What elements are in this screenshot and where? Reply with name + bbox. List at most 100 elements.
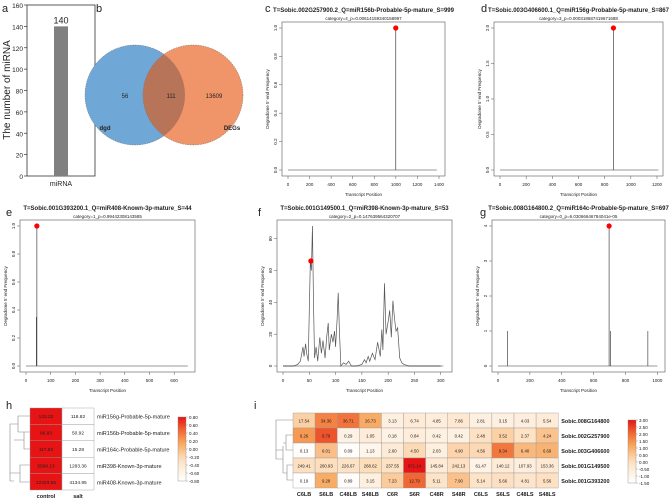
color-scale-label: 0.20: [189, 439, 198, 444]
x-tick-label: 400: [558, 378, 566, 383]
heatmap-cell-value: 50.92: [72, 431, 84, 437]
x-tick-label: 400: [327, 182, 335, 187]
heatmap-cell-value: 118.82: [71, 414, 86, 420]
x-tick-label: 1200: [412, 182, 423, 187]
heatmap-cell-value: 3.13: [388, 419, 397, 424]
y-tick-label: 20: [268, 331, 273, 337]
heatmap-cell-value: 145.84: [430, 464, 444, 469]
y-tick-label: 140: [12, 24, 23, 31]
heatmap-cell-value: 5.14: [477, 479, 486, 484]
color-scale-label: 0.50: [639, 453, 648, 458]
y-tick-label: 0: [19, 174, 23, 181]
panel-label: i: [254, 400, 256, 412]
panel-label: b: [96, 3, 102, 15]
column-label: control: [37, 494, 56, 498]
x-tick-label: 400: [121, 378, 129, 383]
heatmap-cell-value: 12.79: [409, 479, 420, 484]
x-tick-label: 200: [526, 378, 534, 383]
column-label: S6LS: [496, 492, 510, 498]
plot-frame: [493, 21, 664, 177]
y-tick-label: 2: [483, 294, 488, 297]
color-scale-label: 0.40: [189, 431, 198, 436]
venn-count-dgd: 56: [122, 94, 129, 100]
heatmap-cell-value: 4.03: [521, 419, 530, 424]
panel-label: c: [265, 3, 271, 15]
y-tick-label: 1.0: [485, 95, 490, 102]
x-tick-label: 400: [549, 182, 557, 187]
y-tick-label: 0.0: [11, 362, 16, 369]
heatmap-cell-value: 2.81: [477, 419, 486, 424]
heatmap-cell-value: 140.12: [496, 464, 510, 469]
x-tick-label: 500: [146, 378, 154, 383]
y-tick-label: 2.0: [485, 24, 490, 31]
column-label: C6LB: [297, 492, 311, 498]
column-label: S6R: [409, 492, 420, 498]
x-tick-label: 0: [499, 182, 502, 187]
y-tick-label: 100: [12, 67, 23, 74]
y-axis-label: Degradome 5' end Frequency: [475, 266, 480, 326]
x-tick-label: 1000: [626, 182, 637, 187]
x-axis-label: Transcript Position: [560, 388, 598, 393]
heatmap-cell-value: 0.29: [344, 434, 353, 439]
heatmap-cell: [61, 473, 95, 491]
x-tick-label: 800: [601, 182, 609, 187]
panel-e-degradome-plot: T=Sobic.001G393200.1_Q=miR408-Known-3p-m…: [3, 206, 196, 393]
color-scale-label: -0.50: [639, 467, 650, 472]
heatmap-cell-value: 226.67: [342, 464, 356, 469]
heatmap-cell-value: 237.55: [386, 464, 400, 469]
heatmap-cell-value: 7.90: [455, 479, 464, 484]
row-dendrogram: [9, 415, 30, 483]
heatmap-cell-value: 0.84: [410, 434, 419, 439]
color-scale-label: 0.00: [189, 447, 198, 452]
y-tick-label: 1.0: [273, 24, 278, 31]
panel-f-degradome-plot: T=Sobic.001G149500.1_Q=miR398-Known-3p-m…: [260, 206, 453, 393]
y-tick-label: 0: [268, 364, 273, 367]
row-label: Sobic.002G257900: [561, 434, 609, 440]
y-axis-label: Degradome 5' end Frequency: [265, 69, 270, 129]
heatmap-cell-value: 5.11: [433, 479, 442, 484]
y-axis-label: Degradome 5' end Frequency: [477, 69, 482, 129]
heatmap-cell-value: 2.03: [432, 449, 441, 454]
y-tick-label: 60: [16, 110, 24, 117]
panel-h-heatmap: 133.22 118.82 miR156g-Probable-5p-mature 96…: [9, 407, 200, 498]
x-tick-label: 100: [332, 378, 340, 383]
y-tick-label: 0.4: [273, 110, 278, 117]
plot-frame: [281, 21, 446, 177]
frequency-line: [283, 225, 441, 367]
heatmap-cell-value: 242.13: [452, 464, 466, 469]
color-scale-label: 0.80: [189, 415, 198, 420]
x-tick-label: 0: [282, 378, 285, 383]
y-tick-label: 0.5: [485, 131, 490, 138]
heatmap-cell-value: 36.71: [343, 419, 354, 424]
heatmap-cell-value: 4.90: [455, 449, 464, 454]
heatmap-cell-value: 0.13: [300, 449, 309, 454]
color-scale-bar: [627, 419, 637, 484]
y-tick-label: 1.0: [11, 222, 16, 229]
color-scale-label: 1.00: [639, 446, 648, 451]
venn-intersection: [143, 45, 185, 145]
panel-g-degradome-plot: T=Sobic.008G164800.2_Q=miR164c-Probable-…: [475, 206, 669, 393]
plot-frame: [491, 219, 666, 373]
y-tick-label: 0.8: [273, 53, 278, 60]
x-tick-label: 50: [307, 378, 313, 383]
x-tick-label: 200: [384, 378, 392, 383]
heatmap-cell-value: 2.48: [477, 434, 486, 439]
panel-b-venn-diagram: 56 111 13609 dgd DEGs: [84, 44, 244, 146]
heatmap-cell-value: 1.13: [366, 449, 375, 454]
row-label: Sobic.003G406600: [561, 449, 609, 455]
y-tick-label: 3: [483, 259, 488, 262]
color-scale-label: -1.00: [639, 474, 650, 479]
y-tick-label: 0: [483, 364, 488, 367]
heatmap-cell-value: 871.14: [408, 464, 422, 469]
color-scale-label: 1.50: [639, 439, 648, 444]
x-tick-label: 150: [358, 378, 366, 383]
heatmap-cell-value: 4.50: [410, 449, 419, 454]
y-tick-label: 0.6: [11, 278, 16, 285]
heatmap-cell-value: 4.81: [521, 479, 530, 484]
cleavage-site-marker: [308, 258, 314, 264]
column-label: C6R: [387, 492, 398, 498]
heatmap-cell-value: 26.73: [365, 419, 376, 424]
x-tick-label: 0: [25, 378, 28, 383]
color-scale-bar: [177, 416, 187, 482]
